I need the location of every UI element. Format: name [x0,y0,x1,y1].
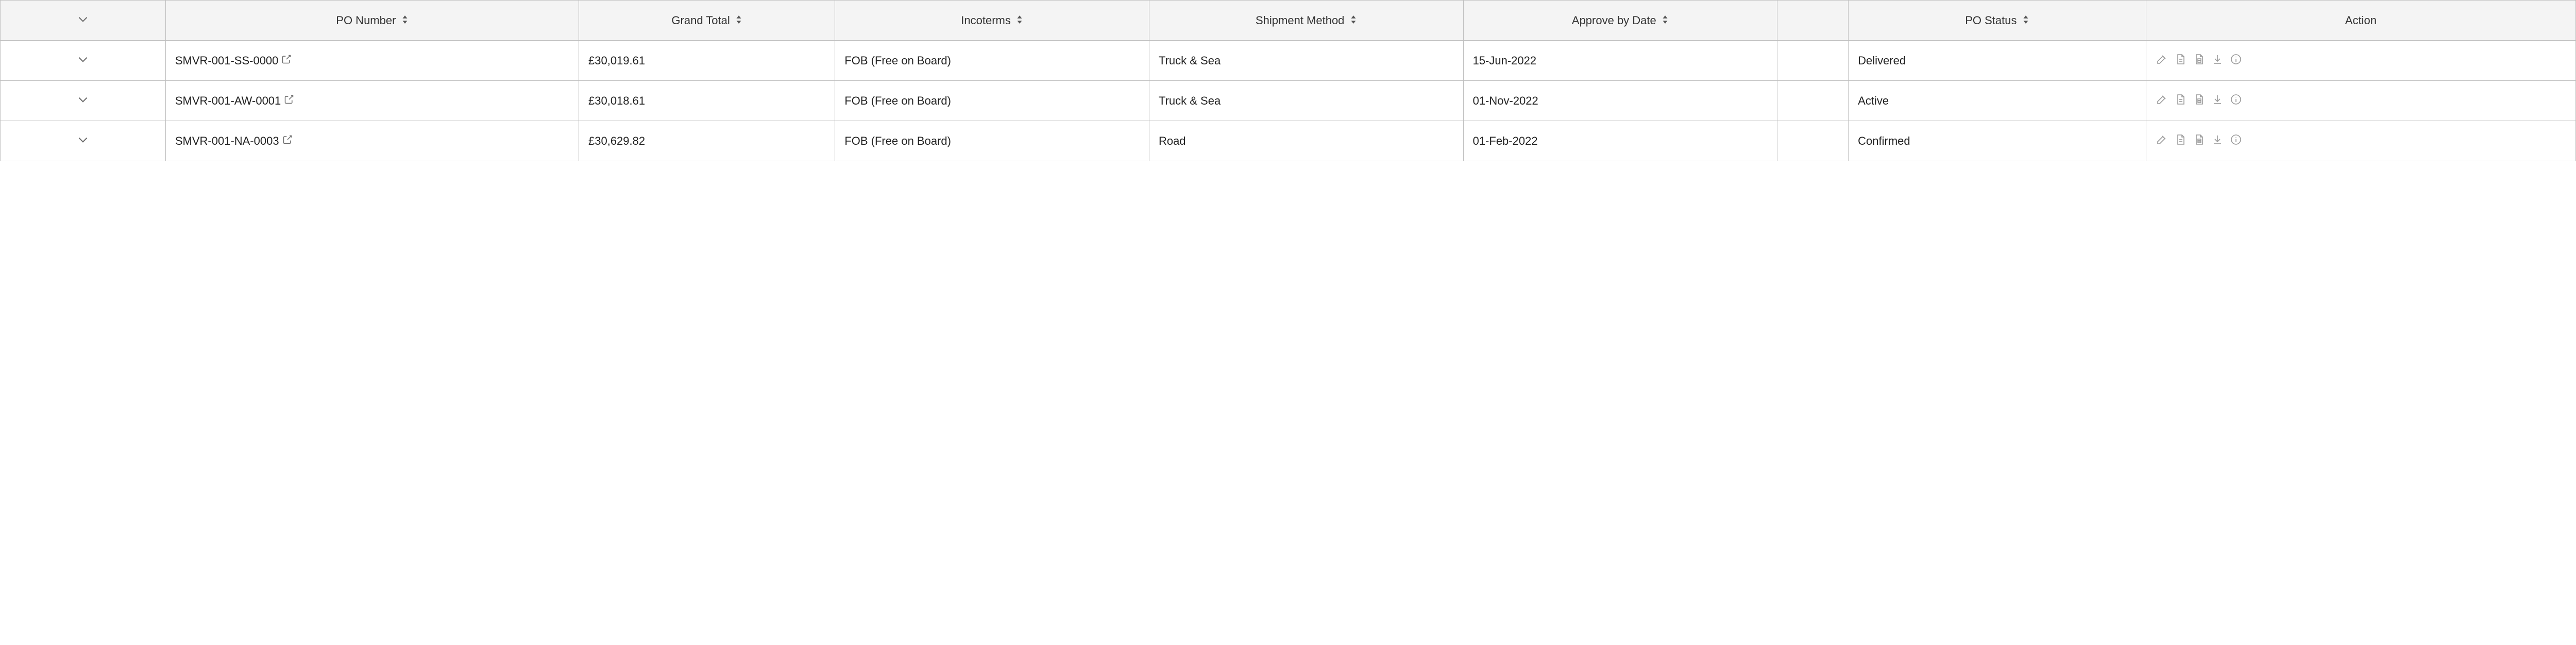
header-action: Action [2146,1,2575,41]
po-number-cell: SMVR-001-NA-0003 [165,121,579,161]
sort-icon [1016,14,1023,27]
edit-icon[interactable] [2156,133,2168,149]
document-icon[interactable] [2174,133,2187,149]
approve-by-date-cell: 15-Jun-2022 [1463,41,1777,81]
table-row: SMVR-001-NA-0003 £30,629.82 FOB (Free on… [1,121,2576,161]
chevron-down-icon [76,53,90,69]
action-cell [2146,41,2575,81]
header-label: Action [2345,14,2377,27]
approve-by-date-cell: 01-Nov-2022 [1463,81,1777,121]
header-empty [1777,1,1849,41]
po-number-cell: SMVR-001-AW-0001 [165,81,579,121]
po-status-cell: Confirmed [1849,121,2146,161]
po-status-cell: Active [1849,81,2146,121]
sort-icon [735,14,742,27]
header-po-status[interactable]: PO Status [1849,1,2146,41]
header-label: Approve by Date [1572,14,1656,27]
document-table-icon[interactable] [2193,53,2205,69]
info-icon[interactable] [2230,53,2242,69]
table-row: SMVR-001-SS-0000 £30,019.61 FOB (Free on… [1,41,2576,81]
action-cell [2146,121,2575,161]
approve-by-date-cell: 01-Feb-2022 [1463,121,1777,161]
empty-cell [1777,81,1849,121]
edit-icon[interactable] [2156,53,2168,69]
grand-total-cell: £30,018.61 [579,81,835,121]
grand-total-cell: £30,629.82 [579,121,835,161]
header-label: PO Number [336,14,396,27]
header-label: Grand Total [671,14,730,27]
header-label: Shipment Method [1256,14,1344,27]
shipment-method-cell: Truck & Sea [1149,81,1463,121]
header-po-number[interactable]: PO Number [165,1,579,41]
chevron-down-icon [76,93,90,109]
po-number-cell: SMVR-001-SS-0000 [165,41,579,81]
info-icon[interactable] [2230,93,2242,109]
po-number-text: SMVR-001-NA-0003 [175,134,279,148]
shipment-method-cell: Road [1149,121,1463,161]
document-table-icon[interactable] [2193,133,2205,149]
header-expand[interactable] [1,1,166,41]
shipment-method-cell: Truck & Sea [1149,41,1463,81]
header-label: PO Status [1965,14,2016,27]
external-link-icon[interactable] [279,134,293,148]
external-link-icon[interactable] [281,94,294,108]
po-status-cell: Delivered [1849,41,2146,81]
incoterms-cell: FOB (Free on Board) [835,121,1149,161]
download-icon[interactable] [2211,53,2224,69]
chevron-down-icon [76,133,90,149]
expand-cell[interactable] [1,41,166,81]
sort-icon [1662,14,1669,27]
po-number-text: SMVR-001-SS-0000 [175,54,279,67]
document-table-icon[interactable] [2193,93,2205,109]
download-icon[interactable] [2211,93,2224,109]
sort-icon [401,14,409,27]
empty-cell [1777,41,1849,81]
header-approve-by-date[interactable]: Approve by Date [1463,1,1777,41]
header-incoterms[interactable]: Incoterms [835,1,1149,41]
empty-cell [1777,121,1849,161]
header-grand-total[interactable]: Grand Total [579,1,835,41]
incoterms-cell: FOB (Free on Board) [835,41,1149,81]
grand-total-cell: £30,019.61 [579,41,835,81]
incoterms-cell: FOB (Free on Board) [835,81,1149,121]
info-icon[interactable] [2230,133,2242,149]
po-number-text: SMVR-001-AW-0001 [175,94,281,108]
edit-icon[interactable] [2156,93,2168,109]
header-label: Incoterms [961,14,1011,27]
chevron-down-icon [76,12,90,29]
po-table: PO Number Grand Total Incoterms Shipment… [0,0,2576,161]
sort-icon [1350,14,1357,27]
action-cell [2146,81,2575,121]
table-header-row: PO Number Grand Total Incoterms Shipment… [1,1,2576,41]
expand-cell[interactable] [1,81,166,121]
header-shipment-method[interactable]: Shipment Method [1149,1,1463,41]
download-icon[interactable] [2211,133,2224,149]
document-icon[interactable] [2174,93,2187,109]
expand-cell[interactable] [1,121,166,161]
external-link-icon[interactable] [278,54,292,67]
document-icon[interactable] [2174,53,2187,69]
sort-icon [2022,14,2029,27]
table-row: SMVR-001-AW-0001 £30,018.61 FOB (Free on… [1,81,2576,121]
